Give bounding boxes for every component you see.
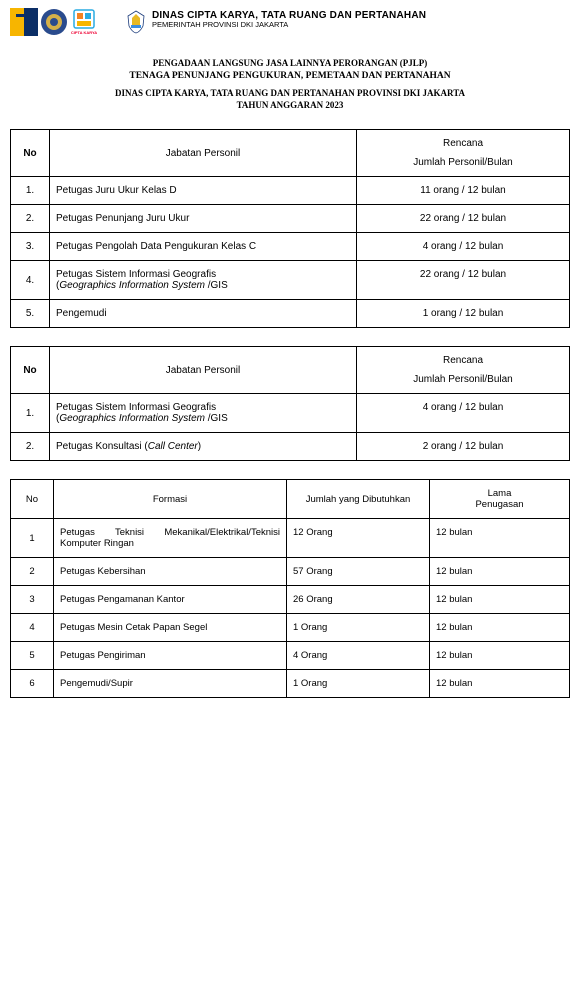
table-row: 3Petugas Pengamanan Kantor26 Orang12 bul… bbox=[11, 586, 570, 614]
cell-formasi: Petugas Pengiriman bbox=[54, 642, 287, 670]
cell-no: 5. bbox=[11, 300, 50, 328]
title-line2: TENAGA PENUNJANG PENGUKURAN, PEMETAAN DA… bbox=[0, 70, 580, 82]
table-row: 5.Pengemudi1 orang / 12 bulan bbox=[11, 300, 570, 328]
cell-formasi: Petugas Kebersihan bbox=[54, 558, 287, 586]
title-block: PENGADAAN LANGSUNG JASA LAINNYA PERORANG… bbox=[0, 58, 580, 111]
table-header-row: No Jabatan Personil Rencana bbox=[11, 130, 570, 154]
cell-no: 1. bbox=[11, 394, 50, 433]
cell-lama: 12 bulan bbox=[430, 614, 570, 642]
cell-jabatan: Petugas Konsultasi (Call Center) bbox=[50, 433, 357, 461]
cell-formasi: Petugas Teknisi Mekanikal/Elektrikal/Tek… bbox=[54, 519, 287, 558]
title-line4: TAHUN ANGGARAN 2023 bbox=[0, 100, 580, 112]
table-row: 3.Petugas Pengolah Data Pengukuran Kelas… bbox=[11, 233, 570, 261]
title-line1: PENGADAAN LANGSUNG JASA LAINNYA PERORANG… bbox=[0, 58, 580, 70]
cell-jabatan: Petugas Sistem Informasi Geografis (Geog… bbox=[50, 261, 357, 300]
cell-lama: 12 bulan bbox=[430, 558, 570, 586]
table-header-row: No Formasi Jumlah yang Dibutuhkan LamaPe… bbox=[11, 480, 570, 519]
cell-jabatan: Petugas Pengolah Data Pengukuran Kelas C bbox=[50, 233, 357, 261]
cell-formasi: Pengemudi/Supir bbox=[54, 670, 287, 698]
cell-no: 1 bbox=[11, 519, 54, 558]
pu-logo-icon bbox=[10, 8, 38, 36]
table-row: 2.Petugas Konsultasi (Call Center)2 oran… bbox=[11, 433, 570, 461]
cell-jabatan: Petugas Juru Ukur Kelas D bbox=[50, 177, 357, 205]
cell-plan: 22 orang / 12 bulan bbox=[357, 261, 570, 300]
atr-logo-icon bbox=[40, 8, 68, 36]
cell-plan: 4 orang / 12 bulan bbox=[357, 394, 570, 433]
table-row: 1.Petugas Sistem Informasi Geografis (Ge… bbox=[11, 394, 570, 433]
cell-no: 2 bbox=[11, 558, 54, 586]
jakarta-logo-icon bbox=[126, 10, 146, 34]
table-row: 5Petugas Pengiriman4 Orang12 bulan bbox=[11, 642, 570, 670]
header-bar: CIPTA KARYA DINAS CIPTA KARYA, TATA RUAN… bbox=[0, 0, 580, 40]
cell-formasi: Petugas Pengamanan Kantor bbox=[54, 586, 287, 614]
cell-no: 4. bbox=[11, 261, 50, 300]
table-row: 1.Petugas Juru Ukur Kelas D11 orang / 12… bbox=[11, 177, 570, 205]
table-row: 4.Petugas Sistem Informasi Geografis (Ge… bbox=[11, 261, 570, 300]
cell-jabatan: Pengemudi bbox=[50, 300, 357, 328]
col-rencana-header: Rencana bbox=[357, 347, 570, 371]
col-jumlah-header: Jumlah yang Dibutuhkan bbox=[287, 480, 430, 519]
cell-lama: 12 bulan bbox=[430, 586, 570, 614]
col-jabatan-header: Jabatan Personil bbox=[50, 130, 357, 177]
cell-plan: 11 orang / 12 bulan bbox=[357, 177, 570, 205]
cell-no: 3. bbox=[11, 233, 50, 261]
col-no-header: No bbox=[11, 130, 50, 177]
personnel-table-2: No Jabatan Personil Rencana Jumlah Perso… bbox=[10, 346, 570, 461]
table-row: 6Pengemudi/Supir1 Orang12 bulan bbox=[11, 670, 570, 698]
cell-no: 3 bbox=[11, 586, 54, 614]
cell-jumlah: 26 Orang bbox=[287, 586, 430, 614]
cell-plan: 1 orang / 12 bulan bbox=[357, 300, 570, 328]
cell-jumlah: 4 Orang bbox=[287, 642, 430, 670]
formasi-table: No Formasi Jumlah yang Dibutuhkan LamaPe… bbox=[10, 479, 570, 698]
cell-no: 2. bbox=[11, 433, 50, 461]
table-row: 2.Petugas Penunjang Juru Ukur22 orang / … bbox=[11, 205, 570, 233]
logo-group: CIPTA KARYA bbox=[10, 8, 98, 36]
cell-jabatan: Petugas Sistem Informasi Geografis (Geog… bbox=[50, 394, 357, 433]
col-no-header: No bbox=[11, 480, 54, 519]
title-line3: DINAS CIPTA KARYA, TATA RUANG DAN PERTAN… bbox=[0, 88, 580, 100]
col-jumlah-header: Jumlah Personil/Bulan bbox=[357, 370, 570, 394]
lama-label: Lama bbox=[488, 488, 512, 499]
table-header-row: No Jabatan Personil Rencana bbox=[11, 347, 570, 371]
cell-formasi: Petugas Mesin Cetak Papan Segel bbox=[54, 614, 287, 642]
header-titles: DINAS CIPTA KARYA, TATA RUANG DAN PERTAN… bbox=[152, 10, 426, 29]
cell-no: 1. bbox=[11, 177, 50, 205]
penugasan-label: Penugasan bbox=[475, 499, 523, 510]
cell-plan: 22 orang / 12 bulan bbox=[357, 205, 570, 233]
cell-no: 4 bbox=[11, 614, 54, 642]
col-jabatan-header: Jabatan Personil bbox=[50, 347, 357, 394]
cell-no: 5 bbox=[11, 642, 54, 670]
cell-jabatan: Petugas Penunjang Juru Ukur bbox=[50, 205, 357, 233]
govt-name: PEMERINTAH PROVINSI DKI JAKARTA bbox=[152, 21, 426, 29]
cell-lama: 12 bulan bbox=[430, 670, 570, 698]
cell-jumlah: 1 Orang bbox=[287, 670, 430, 698]
cell-jumlah: 12 Orang bbox=[287, 519, 430, 558]
cell-jumlah: 57 Orang bbox=[287, 558, 430, 586]
header-text: DINAS CIPTA KARYA, TATA RUANG DAN PERTAN… bbox=[126, 10, 426, 34]
col-rencana-header: Rencana bbox=[357, 130, 570, 154]
table-row: 1Petugas Teknisi Mekanikal/Elektrikal/Te… bbox=[11, 519, 570, 558]
svg-text:CIPTA KARYA: CIPTA KARYA bbox=[71, 30, 97, 35]
table-row: 2Petugas Kebersihan57 Orang12 bulan bbox=[11, 558, 570, 586]
cell-no: 6 bbox=[11, 670, 54, 698]
cell-lama: 12 bulan bbox=[430, 642, 570, 670]
cell-plan: 4 orang / 12 bulan bbox=[357, 233, 570, 261]
col-formasi-header: Formasi bbox=[54, 480, 287, 519]
cell-no: 2. bbox=[11, 205, 50, 233]
cell-lama: 12 bulan bbox=[430, 519, 570, 558]
cell-jumlah: 1 Orang bbox=[287, 614, 430, 642]
col-lama-header: LamaPenugasan bbox=[430, 480, 570, 519]
table-row: 4Petugas Mesin Cetak Papan Segel1 Orang1… bbox=[11, 614, 570, 642]
col-jumlah-header: Jumlah Personil/Bulan bbox=[357, 153, 570, 177]
ciptakarya-logo-icon: CIPTA KARYA bbox=[70, 8, 98, 36]
cell-plan: 2 orang / 12 bulan bbox=[357, 433, 570, 461]
personnel-table-1: No Jabatan Personil Rencana Jumlah Perso… bbox=[10, 129, 570, 328]
col-no-header: No bbox=[11, 347, 50, 394]
